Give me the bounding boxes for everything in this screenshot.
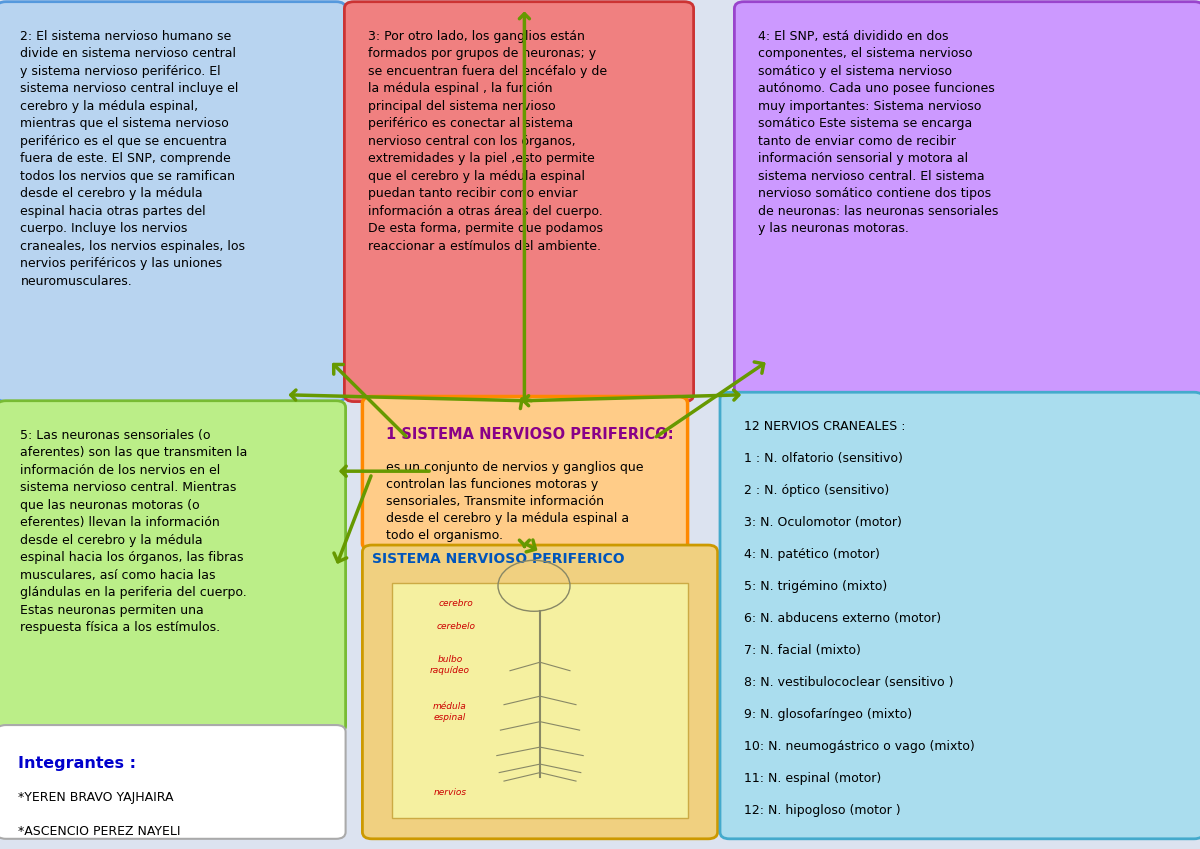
FancyBboxPatch shape [362, 396, 688, 550]
Text: bulbo
raquídeo: bulbo raquídeo [430, 655, 470, 675]
Text: 4: El SNP, está dividido en dos
componentes, el sistema nervioso
somático y el s: 4: El SNP, está dividido en dos componen… [758, 30, 998, 235]
FancyBboxPatch shape [0, 725, 346, 839]
Text: cerebelo: cerebelo [437, 622, 475, 632]
Text: SISTEMA NERVIOSO PERIFERICO: SISTEMA NERVIOSO PERIFERICO [372, 552, 625, 565]
FancyBboxPatch shape [0, 2, 346, 402]
FancyBboxPatch shape [720, 392, 1200, 839]
Text: *YEREN BRAVO YAJHAIRA

*ASCENCIO PEREZ NAYELI: *YEREN BRAVO YAJHAIRA *ASCENCIO PEREZ NA… [18, 774, 180, 838]
Text: nervios: nervios [433, 788, 467, 797]
FancyBboxPatch shape [392, 583, 688, 818]
Text: 1 SISTEMA NERVIOSO PERIFERICO:: 1 SISTEMA NERVIOSO PERIFERICO: [386, 427, 674, 442]
Text: 12 NERVIOS CRANEALES :

1 : N. olfatorio (sensitivo)

2 : N. óptico (sensitivo)
: 12 NERVIOS CRANEALES : 1 : N. olfatorio … [744, 420, 974, 818]
FancyBboxPatch shape [362, 545, 718, 839]
FancyBboxPatch shape [734, 2, 1200, 402]
Text: cerebro: cerebro [439, 599, 473, 608]
Text: Integrantes :: Integrantes : [18, 756, 136, 771]
Text: 2: El sistema nervioso humano se
divide en sistema nervioso central
y sistema ne: 2: El sistema nervioso humano se divide … [20, 30, 246, 288]
FancyBboxPatch shape [344, 2, 694, 402]
Text: 5: Las neuronas sensoriales (o
aferentes) son las que transmiten la
información : 5: Las neuronas sensoriales (o aferentes… [20, 429, 247, 634]
Text: 3: Por otro lado, los ganglios están
formados por grupos de neuronas; y
se encue: 3: Por otro lado, los ganglios están for… [368, 30, 607, 253]
Text: es un conjunto de nervios y ganglios que
controlan las funciones motoras y
senso: es un conjunto de nervios y ganglios que… [386, 444, 644, 542]
FancyBboxPatch shape [0, 401, 346, 733]
Text: médula
espinal: médula espinal [433, 702, 467, 722]
